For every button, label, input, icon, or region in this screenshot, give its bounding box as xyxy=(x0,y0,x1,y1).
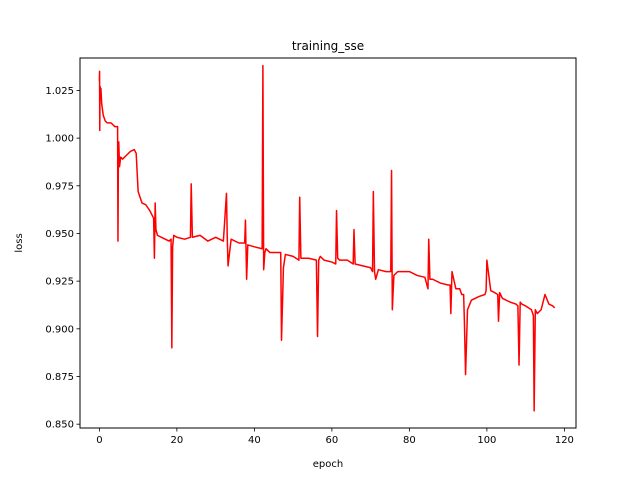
x-tick-label: 80 xyxy=(403,435,416,446)
y-tick-label: 0.900 xyxy=(45,324,74,335)
y-axis: 0.850 0.875 0.900 0.925 0.950 0.975 1.000 1.025 xyxy=(45,86,80,431)
y-tick-label: 0.875 xyxy=(45,372,74,383)
y-tick-label: 0.975 xyxy=(45,181,74,192)
y-tick-label: 0.950 xyxy=(45,229,74,240)
chart-title: training_sse xyxy=(292,39,364,53)
y-tick-label: 0.850 xyxy=(45,420,74,431)
plot-area xyxy=(98,64,556,412)
y-tick-label: 0.925 xyxy=(45,277,74,288)
y-tick-label: 1.025 xyxy=(45,86,74,97)
x-tick-label: 100 xyxy=(477,435,496,446)
x-tick-label: 60 xyxy=(326,435,339,446)
x-axis: 0 20 40 60 80 100 120 xyxy=(96,428,574,446)
x-tick-label: 40 xyxy=(248,435,261,446)
plot-frame xyxy=(79,57,577,429)
x-axis-title: epoch xyxy=(313,459,343,470)
x-tick-label: 20 xyxy=(171,435,184,446)
x-tick-label: 0 xyxy=(96,435,102,446)
series-line-0 xyxy=(98,64,556,412)
y-axis-title: loss xyxy=(14,233,25,252)
x-tick-label: 120 xyxy=(555,435,574,446)
y-tick-label: 1.000 xyxy=(45,134,74,145)
